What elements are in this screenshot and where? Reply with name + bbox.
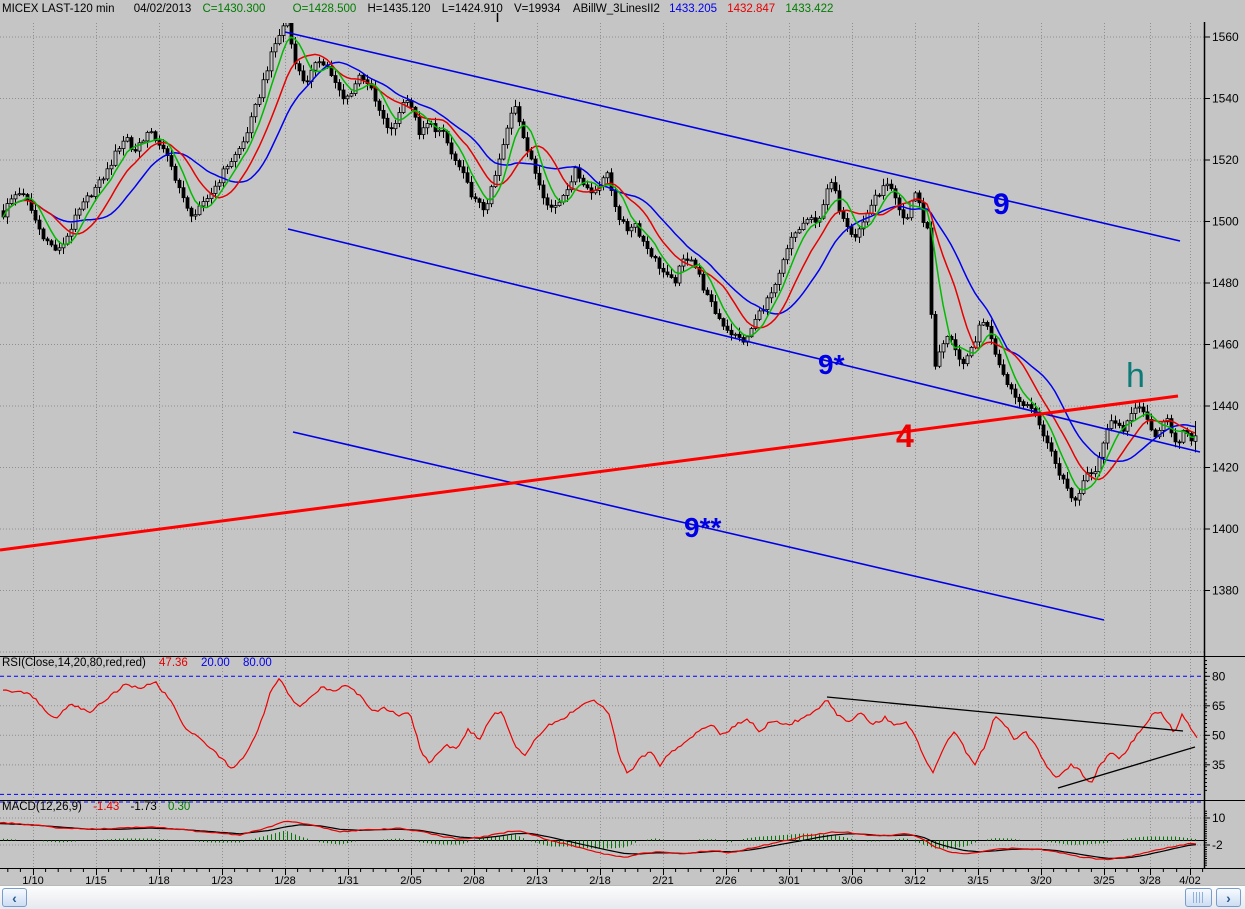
ma-line-blue [2,61,1196,462]
date-label: 1/10 [22,875,43,887]
date-label: 2/21 [652,875,673,887]
date-label: 3/25 [1093,875,1114,887]
rsi-line [2,677,1198,783]
macd-signal-value: -1.73 [130,801,157,813]
ma-line-green [2,36,1196,491]
macd-label: MACD(12,26,9) [2,801,82,813]
axis-label: 65 [1212,699,1226,713]
gridlines [0,23,1204,868]
date-label: 3/12 [904,875,925,887]
axis-label: 1440 [1212,399,1239,413]
macd-line [0,820,1197,861]
rsi-trendline-1[interactable] [826,696,1184,732]
date-label: 1/31 [337,875,358,887]
axis-label: -2 [1212,838,1223,852]
macd-signal-line [0,823,1197,859]
date-label: 3/20 [1030,875,1051,887]
ma-red-value: 1432.847 [727,3,776,15]
scroll-left-button[interactable]: ‹ [2,888,27,907]
axis-label: 80 [1212,669,1226,683]
low-value: L=1424.910 [441,3,503,15]
thumb-grip-icon [1193,892,1204,903]
macd-histogram [3,831,1196,849]
axis-label: 50 [1212,728,1226,742]
rsi-label-row: RSI(Close,14,20,80,red,red) 47.36 20.00 … [2,657,272,669]
candlestick-series [1,23,1198,507]
axis-label: 1420 [1212,461,1239,475]
date-label: 2/26 [715,875,736,887]
ma-line-red [2,53,1196,481]
date-label: 2/13 [526,875,547,887]
axis-label: 1540 [1212,92,1239,106]
h-scrollbar[interactable]: ‹ › [0,885,1245,909]
date-label: 4/02 [1179,875,1200,887]
close-value: C=1430.300 [202,3,266,15]
high-value: H=1435.120 [367,3,431,15]
trendline-9[interactable] [284,31,1181,242]
axis-label: 10 [1212,811,1226,825]
rsi-low-level: 20.00 [201,657,230,669]
rsi-value: 47.36 [159,657,188,669]
scrollbar-thumb[interactable] [1185,888,1212,907]
axis-label: 1400 [1212,522,1239,536]
rsi-trendline-2[interactable] [1057,746,1196,789]
volume-value: V=19934 [513,3,561,15]
date-label: 1/28 [274,875,295,887]
open-value: O=1428.500 [292,3,357,15]
ma-blue-value: 1433.205 [669,3,718,15]
axis-label: 1460 [1212,338,1239,352]
macd-label-row: MACD(12,26,9) -1.43 -1.73 0.30 [2,801,190,813]
date-label: 3/01 [778,875,799,887]
date-label: 1/23 [211,875,232,887]
axis-label: 35 [1212,758,1226,772]
rsi-label: RSI(Close,14,20,80,red,red) [2,657,146,669]
date-label: 3/06 [841,875,862,887]
date-label: 1/18 [148,875,169,887]
rsi-high-level: 80.00 [243,657,272,669]
date-label: 04/02/2013 [133,3,192,15]
symbol-label: MICEX LAST-120 min [2,3,115,15]
annotation-4[interactable]: 4 [896,418,914,454]
macd-value: -1.43 [93,801,120,813]
quote-header: MICEX LAST-120 min 04/02/2013 C=1430.300… [2,3,833,15]
axes: 1560 1540 1520 1500 1480 1460 1440 1420 1400 1380… [0,13,1245,887]
date-label: 3/28 [1139,875,1160,887]
date-label: 2/05 [400,875,421,887]
annotation-9**[interactable]: 9** [684,512,721,543]
trendline-4[interactable] [0,394,1179,552]
axis-label: 1500 [1212,215,1239,229]
ma-green-value: 1433.422 [785,3,834,15]
date-label: 2/08 [463,875,484,887]
axis-label: 1380 [1212,584,1239,598]
indicator-name: ABillW_3LinesII2 [572,3,660,15]
axis-label: 1560 [1212,30,1239,44]
date-label: 1/15 [85,875,106,887]
chevron-left-icon: ‹ [12,889,17,906]
annotation-9[interactable]: 9 [993,188,1010,221]
date-label: 2/18 [589,875,610,887]
macd-hist-value: 0.30 [167,801,191,813]
axis-label: 1520 [1212,153,1239,167]
annotation-h[interactable]: h [1126,357,1145,395]
chevron-right-icon: › [1226,889,1231,906]
annotation-9*[interactable]: 9* [818,349,845,380]
trendline-9*[interactable] [287,228,1201,453]
axis-label: 1480 [1212,276,1239,290]
scroll-right-button[interactable]: › [1216,888,1241,907]
trendline-9**[interactable] [292,431,1105,621]
date-label: 3/15 [967,875,988,887]
